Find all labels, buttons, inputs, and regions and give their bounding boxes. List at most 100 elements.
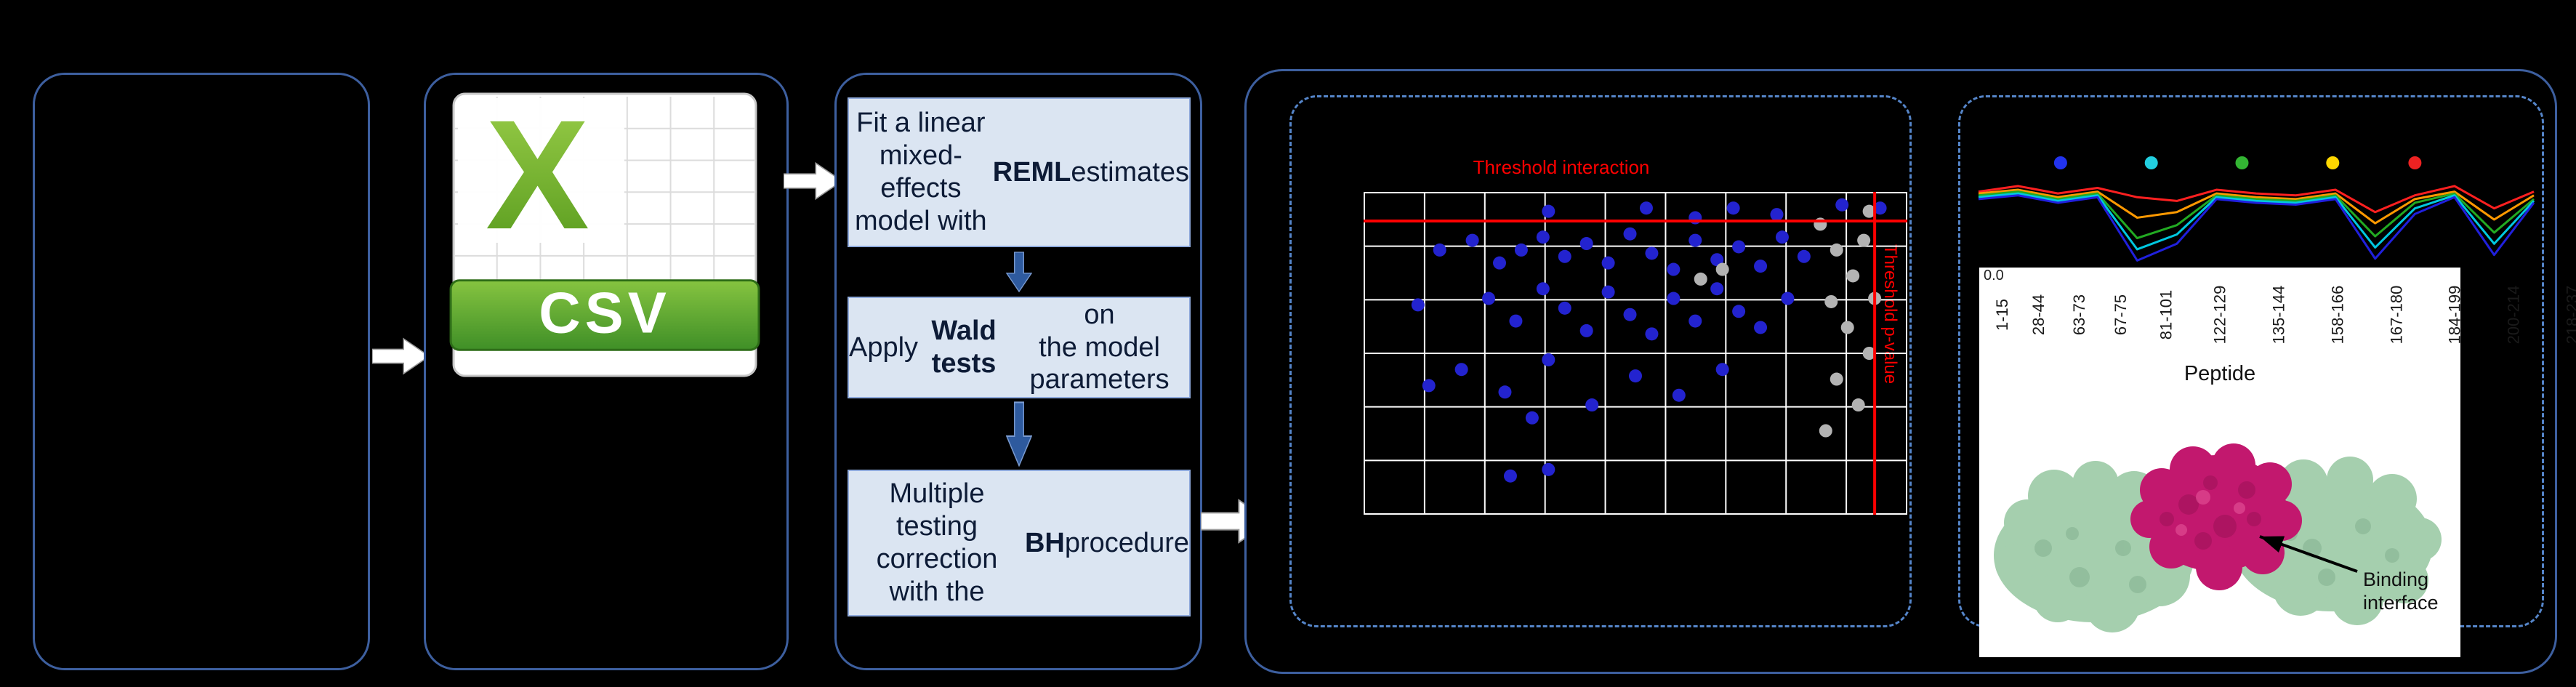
binding-interface-region [2130,443,2302,590]
csv-panel: X CSV [424,73,789,670]
scatter-point [1694,272,1707,286]
series-line [1978,188,2535,225]
scatter-point [1493,256,1506,270]
scatter-point [1542,462,1555,476]
scatter-point [1579,237,1593,251]
series-line [1978,194,2535,262]
legend-dot-icon [2326,156,2340,169]
scatter-point [1482,292,1496,305]
scatter-point [1710,253,1724,267]
binding-region-highlights [2175,490,2245,536]
scatter-point [1862,204,1876,218]
peptide-label: 28-44 [2029,294,2048,336]
series-line [1978,185,2535,214]
scatter-point [1726,201,1740,215]
csv-banner [449,279,760,351]
peptide-label: 67-75 [2111,294,2130,336]
input-panel [33,73,370,670]
scatter-point [1830,243,1843,257]
deuteration-profile-chart [1973,129,2540,272]
scatter-point [1846,269,1860,283]
scatter-point [1558,301,1571,315]
peptide-axis-title: Peptide [2183,362,2256,385]
scatter-point [1689,233,1702,247]
scatter-point [1601,256,1615,270]
scatter-point [1710,282,1724,296]
pipeline-arrow-down-icon [1006,249,1032,295]
scatter-point [1715,262,1729,276]
peptide-label: 81-101 [2157,289,2175,340]
scatter-point [1629,369,1642,383]
scatter-point [1558,249,1571,263]
scatter-point [1411,298,1425,312]
legend-dot-icon [2053,156,2067,169]
scatter-point [1775,230,1789,244]
scatter-point [1639,201,1653,215]
peptide-label: 200-214 [2504,285,2523,345]
peptide-label: 135-144 [2269,285,2288,345]
volcano-subpanel [1289,95,1912,627]
scatter-point [1819,424,1832,438]
legend-dot-icon [2235,156,2249,169]
scatter-point [1732,305,1746,318]
scatter-point [1579,324,1593,337]
scatter-point [1873,201,1887,215]
binding-annotation-line1: Binding [2363,569,2428,590]
scatter-point [1715,363,1729,377]
binding-annotation-line2: interface [2363,592,2439,614]
peptide-label: 63-73 [2070,294,2089,336]
y-axis-tick: 0.0 [1984,268,2004,284]
flow-arrow-right-icon [372,333,430,379]
scatter-point [1645,246,1659,260]
binding-annotation-arrow-icon [2259,535,2358,573]
peptide-axis-and-structure-box: 0.0 1-15 28-44 63-73 67-75 81-101 122-129 135-… [1979,268,2576,657]
scatter-point [1498,385,1512,399]
scatter-point [1824,294,1838,308]
legend-dot-icon [2408,156,2422,169]
legend-dot-icon [2144,156,2158,169]
scatter-point [1585,398,1599,412]
scatter-point [1645,327,1659,341]
scatter-point [1840,321,1854,334]
peptide-label: 184-199 [2445,285,2464,345]
protein-structure-image: Binding interface [1985,403,2454,654]
series-line [1978,192,2535,251]
scatter-point [1781,292,1795,305]
pipeline-step-reml: Fit a linear mixed- effects model with R… [848,97,1191,247]
scatter-point [1851,398,1865,412]
volcano-plot [1364,192,1907,515]
peptide-label: 218-237 [2563,285,2576,345]
scatter-point [1835,198,1849,212]
scatter-point [1732,240,1746,254]
scatter-point [1465,233,1479,247]
scatter-point [1542,204,1555,218]
peptide-label: 122-129 [2210,285,2229,345]
scatter-point [1667,262,1681,276]
scatter-point [1503,469,1517,483]
scatter-point [1536,230,1550,244]
scatter-point [1857,233,1871,247]
scatter-point [1542,353,1555,366]
scatter-point [1601,285,1615,299]
threshold-interaction-label: Threshold interaction [1473,156,1650,178]
peptide-label: 158-166 [2328,285,2347,345]
scatter-point [1770,208,1784,222]
scatter-point [1623,227,1637,241]
scatter-point [1830,372,1843,386]
pipeline-step-bh: Multiple testing correction with the BH … [848,470,1191,616]
scatter-point [1672,388,1686,402]
scatter-point [1754,260,1768,273]
pipeline-arrow-down-icon [1006,401,1032,467]
scatter-point [1525,411,1539,425]
scatter-point [1536,282,1550,296]
scatter-point [1754,321,1768,334]
peptide-tick-labels: 1-15 28-44 63-73 67-75 81-101 122-129 135-144 1… [1987,272,2576,358]
scatter-point [1862,347,1876,360]
csv-file-icon: X CSV [449,91,760,380]
scatter-point [1689,314,1702,328]
scatter-point [1422,379,1436,393]
scatter-point [1514,243,1528,257]
excel-x-letter: X [486,91,589,262]
scatter-point [1623,308,1637,321]
